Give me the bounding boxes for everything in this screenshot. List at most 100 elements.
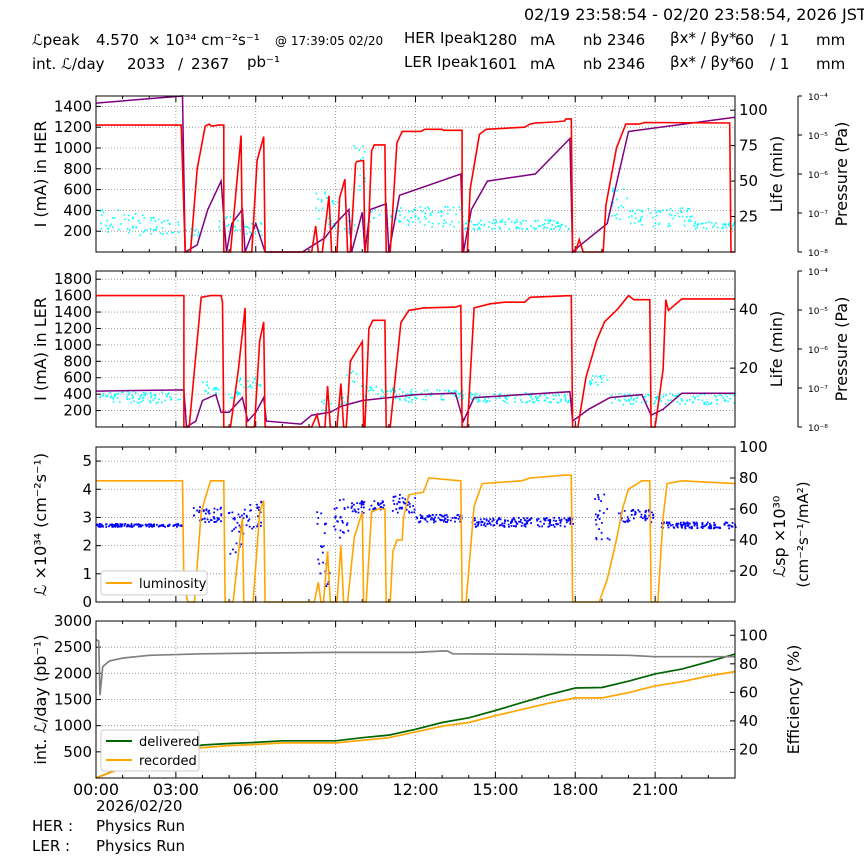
pressure-point [215,388,217,391]
pressure-point [238,392,240,395]
specific-lumi-point [156,523,158,526]
pressure-point [560,398,562,401]
specific-lumi-point [353,503,355,506]
pressure-point [606,379,609,381]
pressure-point [555,222,558,224]
pressure-point [681,207,684,209]
pressure-point [153,397,156,399]
pressure-point [193,233,196,236]
pressure-point [414,397,417,399]
specific-lumi-point [132,525,135,527]
specific-lumi-point [597,514,600,516]
specific-lumi-point [690,526,693,529]
specific-lumi-point [652,517,654,519]
specific-lumi-point [530,522,532,524]
specific-lumi-point [417,521,420,524]
specific-lumi-point [709,523,711,525]
specific-lumi-point [320,512,323,515]
pressure-point [477,398,480,401]
pressure-point [550,228,553,230]
specific-lumi-point [250,509,252,512]
specific-lumi-point [524,525,527,528]
specific-lumi-point [256,506,259,509]
pressure-point [100,222,102,224]
specific-lumi-point [380,502,383,504]
specific-lumi-point [146,524,149,526]
specific-lumi-point [370,504,373,507]
pressure-point [676,394,679,397]
right-y-tick-label: 80 [739,469,758,487]
pressure-point [134,213,137,215]
specific-lumi-point [421,517,423,519]
pressure-point [440,215,443,217]
pressure-point [552,394,555,397]
pressure-point [430,394,432,397]
pressure-point [244,225,247,228]
pressure-point [694,221,697,223]
specific-lumi-point [648,514,651,517]
pressure-point [113,217,116,219]
pressure-point [691,215,693,218]
pressure-point [717,226,719,229]
pressure-point [437,211,439,214]
pressure-point [158,398,160,400]
pressure-point [426,389,429,391]
pressure-point [255,382,257,385]
specific-lumi-point [507,523,510,526]
y-axis-title: I (mA) in LER [31,297,50,401]
specific-lumi-point [243,512,245,515]
pressure-point [334,225,336,228]
specific-lumi-point [260,500,263,503]
pressure-point [557,225,559,227]
specific-lumi-point [217,517,220,520]
pressure-point [501,218,503,221]
pressure-point [548,220,551,223]
specific-lumi-point [113,524,116,526]
pressure-point [99,210,101,212]
specific-lumi-point [321,546,323,548]
pressure-point [380,388,383,391]
pressure-point [639,220,642,222]
pressure-tick-label: 10⁻⁵ [808,132,828,142]
specific-lumi-point [524,523,527,526]
plot-frame [95,446,736,603]
pressure-point [667,399,669,401]
specific-lumi-point [708,525,711,528]
specific-lumi-point [602,512,605,514]
pressure-point [688,218,691,221]
specific-lumi-point [179,524,182,527]
pressure-point [154,393,156,396]
pressure-point [700,223,703,225]
pressure-point [708,221,710,223]
specific-lumi-point [208,521,210,523]
pressure-point [378,214,381,216]
specific-lumi-point [242,517,245,520]
specific-lumi-point [138,524,141,527]
pressure-point [142,214,144,216]
y-tick-label: 1600 [54,287,92,305]
specific-lumi-point [525,521,528,523]
pressure-point [622,206,625,209]
pressure-point [727,223,730,225]
pressure-point [138,398,140,400]
pressure-point [395,217,398,220]
pressure-point [215,387,218,389]
pressure-point [733,223,735,226]
specific-lumi-point [558,519,561,522]
specific-lumi-point [626,520,629,523]
specific-lumi-point [108,525,110,528]
y-tick-label: 1000 [54,336,92,354]
specific-lumi-point [426,520,429,523]
pressure-point [131,225,134,228]
specific-lumi-point [213,517,216,520]
pressure-point [724,223,727,225]
specific-lumi-point [677,522,680,525]
pressure-point [142,231,145,233]
pressure-point [362,145,364,147]
pressure-point [149,228,152,230]
pressure-point [113,395,116,397]
pressure-point [655,397,658,399]
footer-ler-mode: Physics Run [96,837,186,855]
specific-lumi-point [447,519,449,521]
pressure-point [142,399,144,401]
